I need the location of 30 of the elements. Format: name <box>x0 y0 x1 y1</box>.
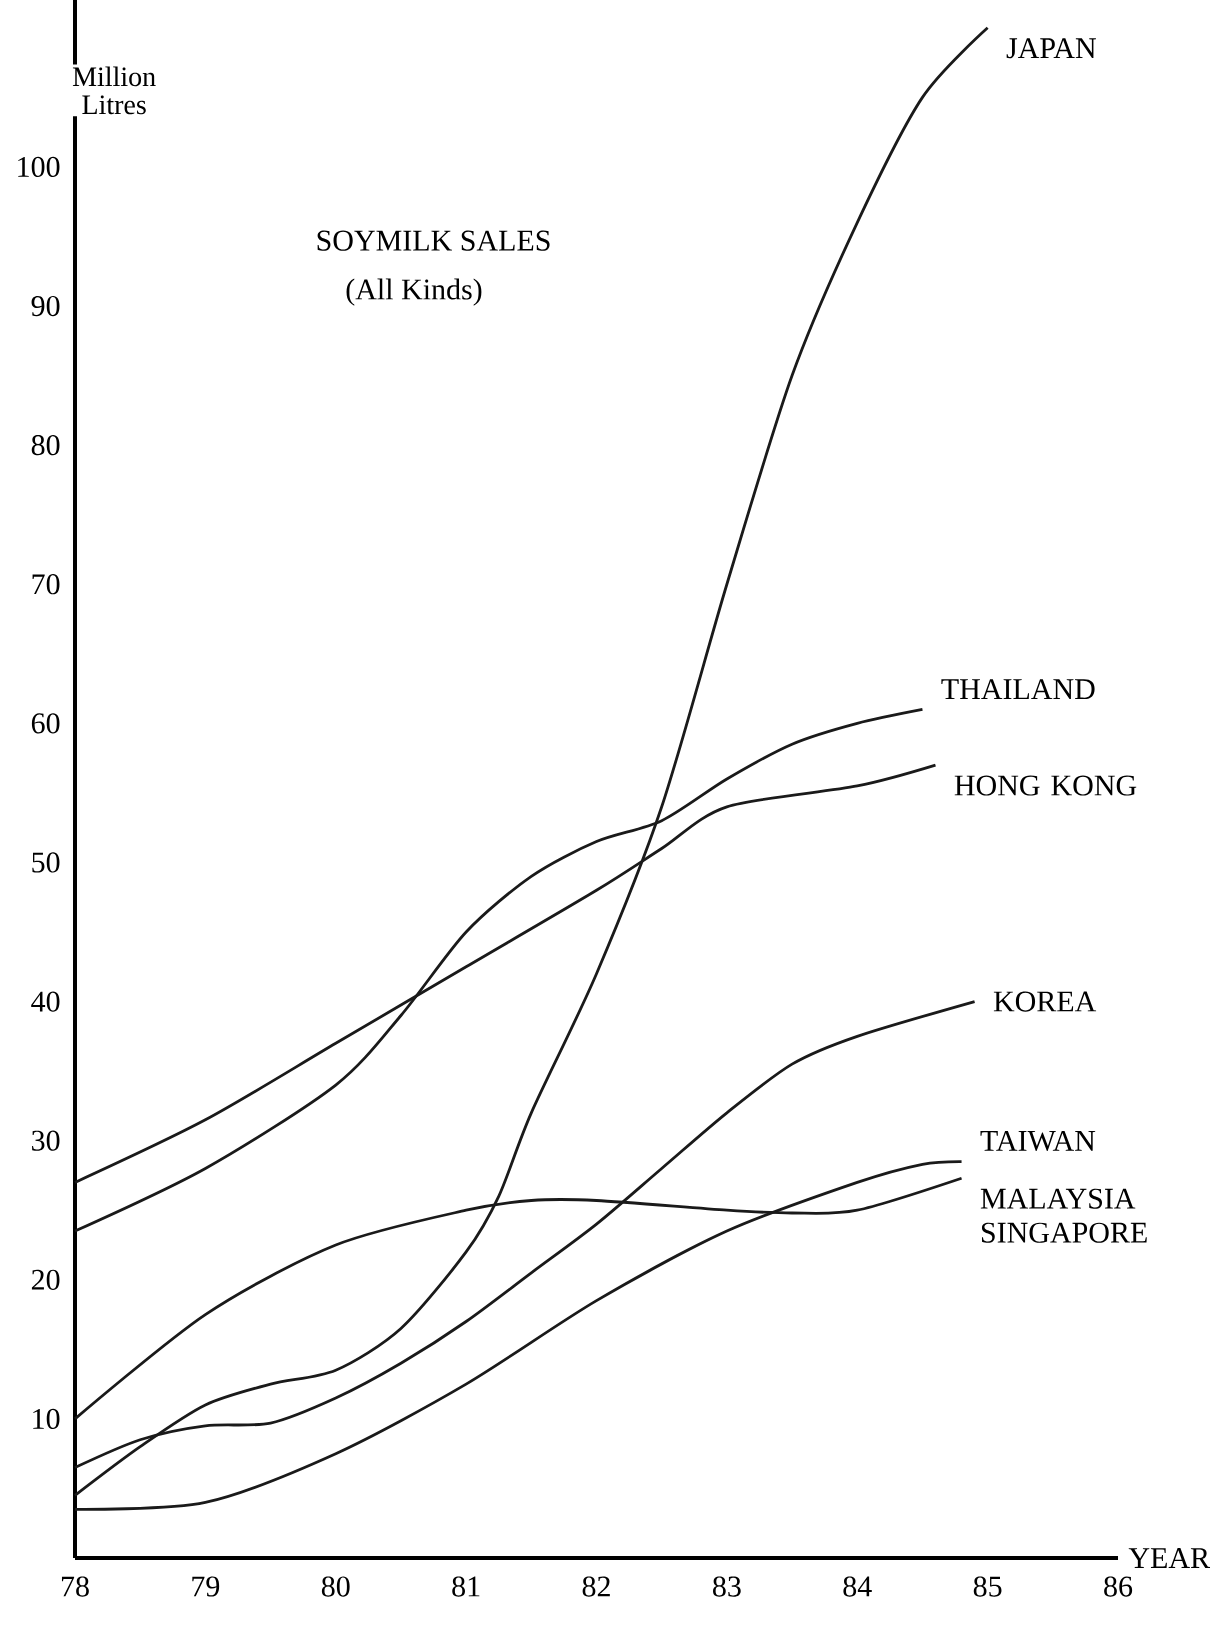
series-label: KOREA <box>993 991 1097 1012</box>
x-tick-label: 81 <box>452 1576 480 1597</box>
y-tick-label: 10 <box>33 1408 60 1429</box>
x-tick-label: 78 <box>61 1576 89 1597</box>
series-label: MALAYSIA SINGAPORE <box>980 1188 1147 1243</box>
x-tick-label: 79 <box>192 1576 220 1597</box>
x-tick-label: 86 <box>1104 1576 1133 1597</box>
text: SOYMILK SALES <box>317 230 550 251</box>
x-tick-label: 85 <box>973 1576 1002 1597</box>
y-tick-label: 100 <box>18 156 60 178</box>
y-tick-label: 50 <box>32 852 60 873</box>
x-tick-label: 83 <box>713 1576 741 1597</box>
x-axis-title: YEAR <box>1128 1548 1211 1568</box>
y-tick-label: 70 <box>32 574 60 595</box>
y-tick-label: 80 <box>31 435 60 456</box>
x-tick-label: 82 <box>582 1576 610 1597</box>
series-label: JAPAN <box>1006 38 1096 59</box>
y-tick-label: 30 <box>32 1130 60 1151</box>
text: (All Kinds) <box>346 278 482 306</box>
y-tick-label: 40 <box>31 991 60 1012</box>
series-label: THAILAND <box>941 679 1095 700</box>
series-label: TAIWAN <box>980 1130 1096 1152</box>
y-tick-label: 20 <box>31 1269 60 1290</box>
line-series <box>73 1160 963 1511</box>
x-tick-label: 80 <box>321 1576 350 1597</box>
x-tick-label: 84 <box>843 1576 872 1597</box>
series-label: HONG KONG <box>954 775 1137 796</box>
y-tick-label: 90 <box>31 295 60 317</box>
y-axis-title: Million Litres <box>72 66 156 115</box>
y-tick-label: 60 <box>31 713 60 734</box>
